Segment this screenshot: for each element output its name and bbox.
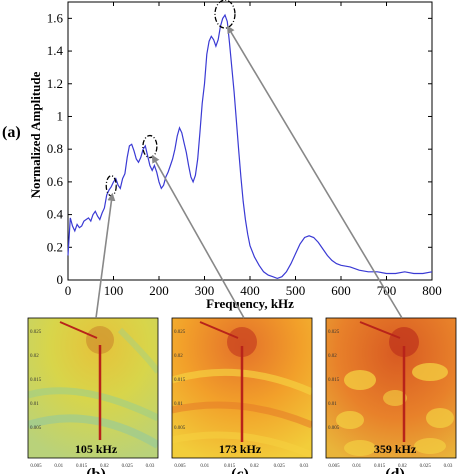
inset-pattern-d bbox=[336, 321, 454, 456]
inset-y-tick-label: 0.015 bbox=[328, 378, 340, 383]
highlight-ellipse bbox=[142, 134, 158, 159]
inset-pattern-b bbox=[28, 321, 158, 449]
inset-x-tick-label: 0.01 bbox=[54, 464, 63, 469]
x-tick-label: 800 bbox=[422, 283, 442, 298]
inset-tag-d: (d) bbox=[385, 466, 405, 474]
y-tick-label: 0.6 bbox=[47, 174, 64, 189]
x-tick-label: 0 bbox=[65, 283, 72, 298]
inset-x-tick-label: 0.02 bbox=[100, 464, 109, 469]
inset-panel-d bbox=[325, 317, 457, 459]
inset-y-tick-label: 0.01 bbox=[174, 402, 183, 407]
inset-x-tick-label: 0.015 bbox=[224, 464, 236, 469]
highlight-ellipse bbox=[214, 0, 236, 29]
inset-pattern-c bbox=[172, 321, 312, 458]
y-tick-label: 1 bbox=[57, 108, 64, 123]
inset-y-tick-label: 0.02 bbox=[30, 354, 39, 359]
inset-x-tick-label: 0.015 bbox=[374, 464, 386, 469]
inset-y-tick-label: 0.015 bbox=[30, 378, 42, 383]
connector-arrow bbox=[226, 25, 403, 319]
inset-label-c: 173 kHz bbox=[219, 442, 262, 456]
connector-arrow bbox=[151, 154, 245, 319]
inset-x-tick-label: 0.025 bbox=[274, 464, 286, 469]
plot-axes bbox=[67, 1, 433, 281]
inset-y-tick-label: 0.025 bbox=[174, 330, 186, 335]
connector-arrows bbox=[95, 25, 403, 319]
inset-y-tick-label: 0.025 bbox=[328, 330, 340, 335]
inset-x-tick-label: 0.03 bbox=[300, 464, 309, 469]
inset-y-tick-label: 0.005 bbox=[328, 426, 340, 431]
inset-y-tick-label: 0.015 bbox=[174, 378, 186, 383]
inset-panel-b bbox=[27, 317, 159, 459]
y-axis-label: Normalized Amplitude bbox=[28, 71, 43, 198]
y-tick-label: 1.4 bbox=[47, 43, 64, 58]
inset-y-tick-label: 0.02 bbox=[174, 354, 183, 359]
inset-label-b: 105 kHz bbox=[75, 442, 118, 456]
inset-x-tick-label: 0.025 bbox=[122, 464, 134, 469]
x-axis-label: Frequency, kHz bbox=[206, 296, 294, 311]
inset-y-tick-label: 0.02 bbox=[328, 354, 337, 359]
y-tick-label: 1.6 bbox=[47, 10, 64, 25]
x-tick-label: 300 bbox=[195, 283, 215, 298]
x-tick-label: 700 bbox=[377, 283, 397, 298]
x-tick-label: 200 bbox=[149, 283, 169, 298]
y-tick-label: 0.8 bbox=[47, 141, 63, 156]
y-tick-label: 1.2 bbox=[47, 76, 63, 91]
inset-y-tick-label: 0.005 bbox=[174, 426, 186, 431]
inset-x-tick-label: 0.02 bbox=[250, 464, 259, 469]
y-tick-label: 0 bbox=[57, 272, 64, 287]
connector-arrow bbox=[95, 192, 116, 319]
y-tick-label: 0.4 bbox=[47, 207, 64, 222]
x-tick-label: 500 bbox=[286, 283, 306, 298]
y-ticks: 0 0.2 0.4 0.6 0.8 1 1.2 1.4 1.6 bbox=[47, 10, 432, 287]
inset-x-tick-label: 0.005 bbox=[328, 464, 340, 469]
inset-x-tick-label: 0.02 bbox=[398, 464, 407, 469]
x-tick-label: 100 bbox=[104, 283, 124, 298]
inset-x-tick-label: 0.01 bbox=[200, 464, 209, 469]
inset-x-tick-label: 0.005 bbox=[30, 464, 42, 469]
x-ticks: 0 100 200 300 400 500 600 700 800 bbox=[65, 2, 442, 298]
inset-label-d: 359 kHz bbox=[374, 442, 417, 456]
inset-y-tick-label: 0.025 bbox=[30, 330, 42, 335]
inset-x-tick-label: 0.03 bbox=[444, 464, 453, 469]
plot-frame bbox=[67, 1, 433, 281]
inset-x-tick-label: 0.015 bbox=[76, 464, 88, 469]
inset-tag-b: (b) bbox=[86, 466, 106, 474]
y-tick-label: 0.2 bbox=[47, 239, 63, 254]
inset-tag-c: (c) bbox=[231, 466, 249, 474]
inset-ticks: 0.005 0.01 0.015 0.02 0.025 0.03 0.025 0.02 0.01… bbox=[30, 330, 453, 469]
inset-y-tick-label: 0.005 bbox=[30, 426, 42, 431]
series-line bbox=[67, 13, 433, 280]
inset-x-tick-label: 0.025 bbox=[420, 464, 432, 469]
inset-x-tick-label: 0.03 bbox=[146, 464, 155, 469]
panel-label: (a) bbox=[2, 124, 21, 141]
inset-panel-c bbox=[171, 317, 313, 459]
inset-y-tick-label: 0.01 bbox=[328, 402, 337, 407]
inset-x-tick-label: 0.01 bbox=[352, 464, 361, 469]
x-tick-label: 400 bbox=[240, 283, 260, 298]
x-tick-label: 600 bbox=[331, 283, 351, 298]
inset-y-tick-label: 0.01 bbox=[30, 402, 39, 407]
inset-x-tick-label: 0.005 bbox=[174, 464, 186, 469]
